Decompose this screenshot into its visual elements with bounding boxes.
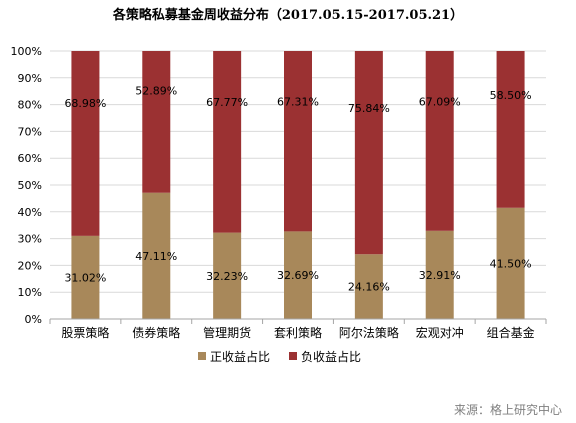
- x-axis-categories: 股票策略 债券策略 管理期货 套利策略 阿尔法策略 宏观对冲 组合基金: [61, 325, 534, 340]
- bar-negative: [354, 51, 383, 255]
- x-category-label: 宏观对冲: [416, 325, 464, 340]
- y-tick-label: 100%: [11, 45, 42, 58]
- bar-positive: [354, 254, 383, 319]
- data-label-positive: 32.23%: [206, 270, 248, 283]
- y-tick-label: 40%: [18, 206, 42, 219]
- bar-negative: [496, 51, 525, 208]
- bar-negative: [425, 51, 454, 231]
- data-label-positive: 32.91%: [419, 269, 461, 282]
- y-tick-label: 0%: [25, 313, 42, 326]
- bar-positive: [213, 232, 242, 319]
- bar-negative: [284, 51, 312, 232]
- data-label-negative: 75.84%: [348, 102, 390, 115]
- y-tick-label: 70%: [18, 125, 42, 138]
- x-category-label: 套利策略: [274, 325, 322, 340]
- y-tick-label: 90%: [18, 72, 42, 85]
- x-category-label: 阿尔法策略: [339, 325, 399, 340]
- data-label-positive: 31.02%: [64, 271, 106, 284]
- y-tick-label: 20%: [18, 259, 42, 272]
- bar-positive: [284, 231, 312, 319]
- bar-negative: [142, 51, 171, 193]
- data-label-negative: 68.98%: [64, 97, 106, 110]
- bars: [71, 51, 525, 319]
- data-label-negative: 67.31%: [277, 96, 319, 109]
- bar-positive: [71, 235, 100, 319]
- x-category-label: 管理期货: [203, 325, 251, 340]
- x-category-label: 股票策略: [61, 325, 109, 340]
- legend: 正收益占比 负收益占比: [198, 349, 361, 364]
- x-category-label: 组合基金: [487, 325, 535, 340]
- bar-positive: [496, 207, 525, 319]
- legend-label: 负收益占比: [301, 349, 361, 364]
- bar-negative: [71, 51, 100, 236]
- y-tick-label: 60%: [18, 152, 42, 165]
- y-axis-ticks: 0% 10% 20% 30% 40% 50% 60% 70% 80% 90% 100%: [11, 45, 42, 326]
- data-label-positive: 24.16%: [348, 281, 390, 294]
- bar-negative: [213, 51, 242, 233]
- data-label-positive: 41.50%: [490, 257, 532, 270]
- legend-swatch: [289, 352, 297, 360]
- data-labels: 31.02% 68.98% 47.11% 52.89% 32.23% 67.77% 32.6…: [64, 85, 531, 294]
- data-label-negative: 67.09%: [419, 95, 461, 108]
- bar-positive: [425, 230, 454, 319]
- data-label-negative: 58.50%: [490, 89, 532, 102]
- chart-title: 各策略私募基金周收益分布（2017.05.15-2017.05.21）: [112, 7, 463, 23]
- source-note: 来源：格上研究中心: [454, 402, 562, 417]
- y-tick-label: 30%: [18, 233, 42, 246]
- legend-swatch: [198, 352, 206, 360]
- legend-label: 正收益占比: [210, 349, 270, 364]
- data-label-positive: 32.69%: [277, 269, 319, 282]
- y-tick-label: 10%: [18, 286, 42, 299]
- x-axis: [49, 318, 547, 324]
- data-label-negative: 52.89%: [135, 85, 177, 98]
- data-label-negative: 67.77%: [206, 96, 248, 109]
- bar-positive: [142, 192, 171, 319]
- x-category-label: 债券策略: [132, 325, 180, 340]
- y-tick-label: 80%: [18, 99, 42, 112]
- y-tick-label: 50%: [18, 179, 42, 192]
- data-label-positive: 47.11%: [135, 250, 177, 263]
